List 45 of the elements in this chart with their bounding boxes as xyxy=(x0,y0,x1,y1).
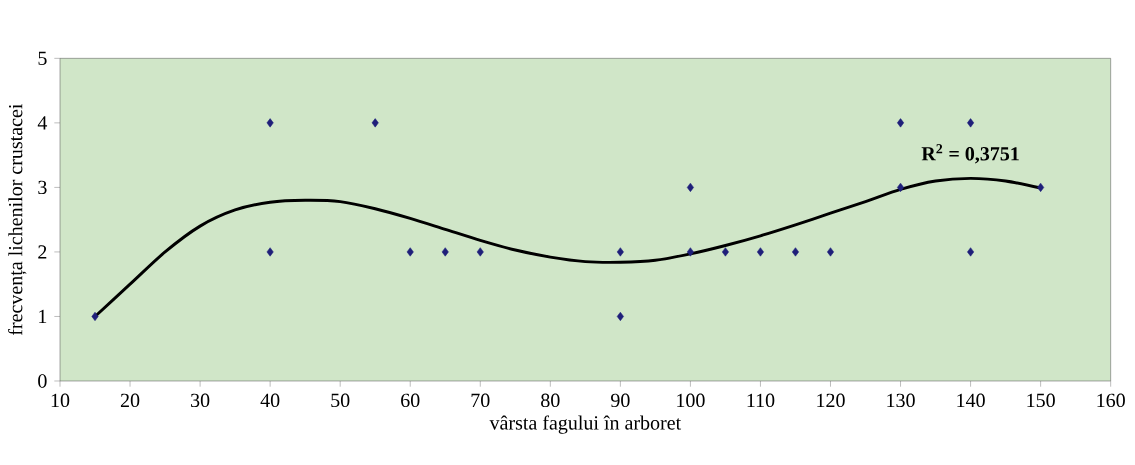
x-tick-label: 120 xyxy=(817,393,845,408)
x-tick-label: 150 xyxy=(1027,393,1055,408)
point xyxy=(1037,182,1045,192)
point xyxy=(616,247,624,257)
x-tick-label: 100 xyxy=(677,393,705,408)
point xyxy=(721,247,729,257)
x-tick-label: 20 xyxy=(120,393,140,408)
point xyxy=(792,247,799,257)
point xyxy=(686,247,694,257)
point xyxy=(897,182,905,192)
point xyxy=(371,118,379,128)
point xyxy=(967,247,975,257)
point xyxy=(91,311,99,321)
point xyxy=(967,118,975,128)
x-tick-label: 140 xyxy=(957,393,985,408)
x-tick-label: 70 xyxy=(471,393,490,408)
x-tick-label: 130 xyxy=(887,393,915,408)
point xyxy=(266,247,274,257)
y-tick-label: 4 xyxy=(37,116,48,130)
y-tick-label: 3 xyxy=(38,180,47,195)
point xyxy=(266,118,274,128)
point xyxy=(476,247,484,257)
x-tick-label: 60 xyxy=(401,393,420,408)
x-tick-label: 10 xyxy=(51,393,70,408)
x-tick-label: 30 xyxy=(191,393,210,408)
x-tick-label: 40 xyxy=(260,393,280,408)
x-tick-label: 80 xyxy=(541,393,560,408)
x-tick-label: 160 xyxy=(1097,393,1125,408)
y-tick-label: 5 xyxy=(38,51,47,65)
y-axis-title: frecvența lichenilor crustacei xyxy=(8,103,27,336)
x-tick-label: 50 xyxy=(331,393,350,408)
point xyxy=(441,247,449,257)
x-tick-label: 90 xyxy=(611,393,630,408)
point xyxy=(406,247,414,257)
point xyxy=(827,247,834,257)
point xyxy=(897,118,905,128)
annotation: R$^{2}$ = 0,3751 xyxy=(921,144,1019,164)
point xyxy=(756,247,764,257)
point xyxy=(616,311,624,321)
y-tick-label: 0 xyxy=(38,374,47,388)
y-tick-label: 1 xyxy=(39,309,47,324)
point xyxy=(686,182,694,192)
y-tick-label: 2 xyxy=(38,245,47,259)
x-tick-label: 110 xyxy=(747,393,775,408)
x-axis-title: vârsta fagului în arboret xyxy=(489,415,682,434)
